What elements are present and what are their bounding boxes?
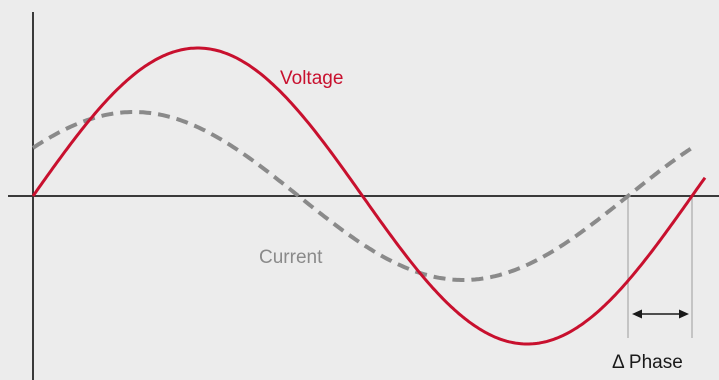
phase-arrow xyxy=(632,309,689,319)
voltage-label: Voltage xyxy=(280,68,343,89)
voltage-waveform xyxy=(31,46,707,346)
current-waveform xyxy=(31,110,695,282)
phase-label: Δ Phase xyxy=(612,352,683,373)
current-label: Current xyxy=(259,247,323,268)
